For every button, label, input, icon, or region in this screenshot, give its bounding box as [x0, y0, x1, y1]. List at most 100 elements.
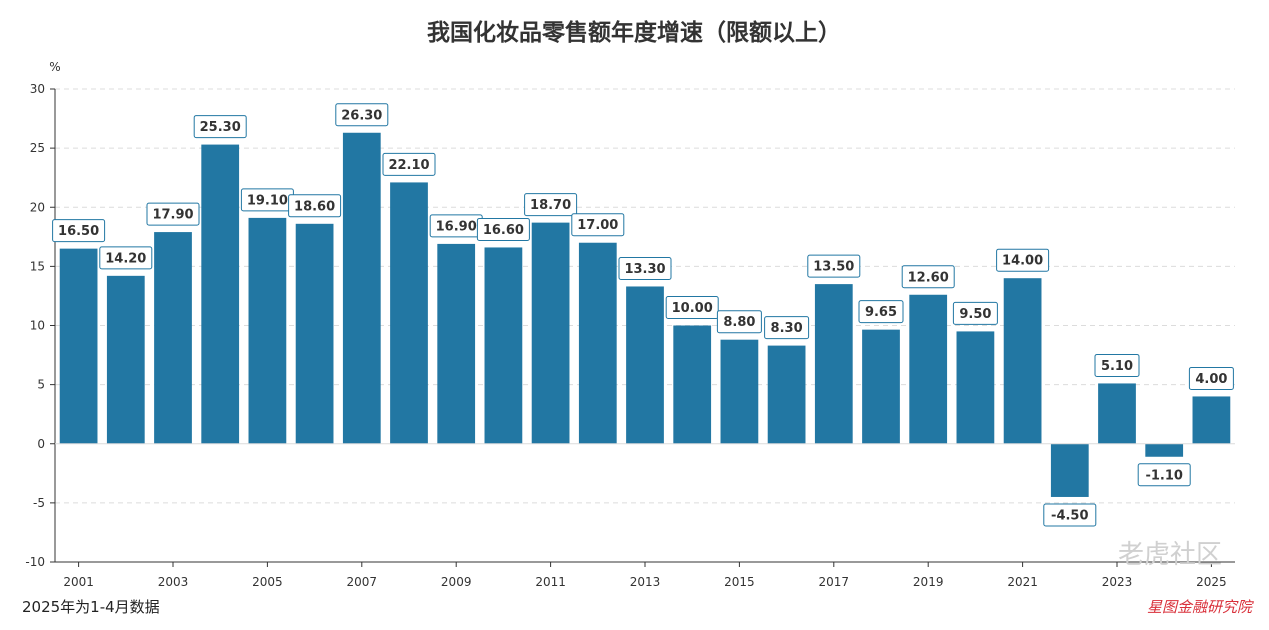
x-tick-label: 2003	[158, 575, 189, 589]
svg-text:18.60: 18.60	[294, 199, 335, 214]
data-label-2005: 19.10	[240, 188, 294, 212]
svg-text:4.00: 4.00	[1195, 372, 1227, 387]
bar-2018	[862, 329, 900, 444]
svg-text:8.80: 8.80	[723, 315, 755, 330]
data-label-2003: 17.90	[146, 202, 200, 226]
data-label-2001: 16.50	[52, 219, 106, 243]
data-label-2014: 10.00	[665, 296, 719, 319]
bar-2007	[342, 132, 381, 444]
bar-2004	[201, 144, 240, 444]
x-tick-label: 2017	[819, 575, 850, 589]
svg-text:14.00: 14.00	[1002, 254, 1043, 269]
bar-2008	[390, 182, 428, 444]
data-label-2021: 14.00	[996, 248, 1050, 272]
bar-2010	[484, 247, 523, 444]
y-tick-label: 0	[37, 437, 45, 451]
svg-text:14.20: 14.20	[105, 251, 146, 266]
svg-text:5.10: 5.10	[1101, 359, 1133, 374]
x-tick-label: 2023	[1102, 575, 1133, 589]
svg-text:17.90: 17.90	[152, 208, 193, 223]
y-tick-label: 25	[30, 141, 45, 155]
x-tick-label: 2009	[441, 575, 472, 589]
svg-text:-4.50: -4.50	[1051, 508, 1088, 523]
svg-text:9.50: 9.50	[959, 307, 991, 322]
bar-2025	[1192, 396, 1231, 444]
bar-2002	[106, 275, 145, 444]
y-tick-label: 5	[37, 378, 45, 392]
bar-2023	[1098, 383, 1136, 444]
bar-2003	[154, 232, 192, 444]
x-tick-label: 2011	[535, 575, 566, 589]
x-tick-label: 2019	[913, 575, 944, 589]
svg-text:25.30: 25.30	[200, 120, 241, 135]
x-tick-label: 2021	[1007, 575, 1038, 589]
y-tick-label: -10	[25, 555, 45, 569]
data-label-2002: 14.20	[99, 246, 153, 270]
y-tick-label: 20	[30, 200, 45, 214]
data-label-2013: 13.30	[618, 256, 672, 280]
svg-text:19.10: 19.10	[247, 193, 288, 208]
y-axis: -10 -5 0 5 10 15 20 25 30	[25, 82, 56, 569]
y-tick-label: 30	[30, 82, 45, 96]
data-label-2008: 22.10	[382, 152, 436, 176]
x-tick-label: 2001	[63, 575, 94, 589]
x-axis: 2001 2003 2005 2007 2009 2011 2013 2015 2017 2019…	[55, 443, 1235, 589]
y-tick-label: -5	[33, 496, 45, 510]
bar-2011	[531, 222, 570, 444]
bar-2012	[578, 242, 617, 444]
data-label-2007: 26.30	[335, 103, 389, 127]
data-label-2025: 4.00	[1188, 366, 1234, 390]
bar-2024	[1145, 443, 1184, 457]
data-label-2016: 8.30	[764, 316, 810, 340]
watermark: 老虎社区	[1118, 540, 1222, 570]
data-label-2012: 17.00	[571, 213, 625, 237]
bar-2005	[248, 217, 287, 444]
data-label-2024: -1.10	[1137, 463, 1191, 487]
bar-2013	[626, 286, 664, 444]
data-label-2017: 13.50	[807, 254, 861, 278]
data-label-2009: 16.90	[429, 214, 483, 238]
x-tick-label: 2007	[347, 575, 378, 589]
svg-text:18.70: 18.70	[530, 198, 571, 213]
bar-2001	[59, 248, 98, 444]
x-tick-label: 2025	[1196, 575, 1227, 589]
bars	[59, 132, 1231, 497]
svg-text:22.10: 22.10	[388, 158, 429, 173]
footnote: 2025年为1-4月数据	[22, 598, 160, 616]
svg-text:13.50: 13.50	[813, 260, 854, 275]
bar-2021	[1003, 278, 1042, 444]
data-label-2018: 9.65	[858, 300, 904, 324]
svg-text:17.00: 17.00	[577, 218, 618, 233]
bar-2016	[767, 345, 806, 444]
bar-2022	[1050, 443, 1089, 497]
source-label: 星图金融研究院	[1147, 598, 1254, 616]
bar-2015	[720, 339, 759, 444]
x-tick-label: 2013	[630, 575, 661, 589]
data-label-2020: 9.50	[952, 301, 998, 325]
y-tick-label: 15	[30, 259, 45, 273]
data-label-2023: 5.10	[1094, 353, 1140, 377]
bar-2020	[956, 331, 995, 444]
y-axis-unit: %	[49, 60, 60, 74]
data-label-2010: 16.60	[476, 217, 530, 241]
svg-text:16.90: 16.90	[436, 219, 477, 234]
data-label-2011: 18.70	[524, 193, 578, 217]
x-tick-label: 2015	[724, 575, 755, 589]
bar-2009	[437, 243, 476, 444]
svg-text:12.60: 12.60	[908, 270, 949, 285]
bar-2006	[295, 223, 334, 444]
data-label-2006: 18.60	[288, 194, 342, 218]
data-labels: 16.50 14.20 17.90 25.30 19.10 18.60 26.30 22.10…	[52, 103, 1234, 527]
svg-text:13.30: 13.30	[624, 262, 665, 277]
bar-2019	[909, 294, 948, 444]
svg-text:9.65: 9.65	[865, 305, 897, 320]
svg-text:16.50: 16.50	[58, 224, 99, 239]
svg-text:16.60: 16.60	[483, 223, 524, 238]
data-label-2015: 8.80	[716, 310, 762, 334]
svg-text:10.00: 10.00	[672, 301, 713, 316]
svg-text:8.30: 8.30	[771, 321, 803, 336]
svg-text:26.30: 26.30	[341, 108, 382, 123]
x-tick-label: 2005	[252, 575, 283, 589]
y-tick-label: 10	[30, 319, 45, 333]
